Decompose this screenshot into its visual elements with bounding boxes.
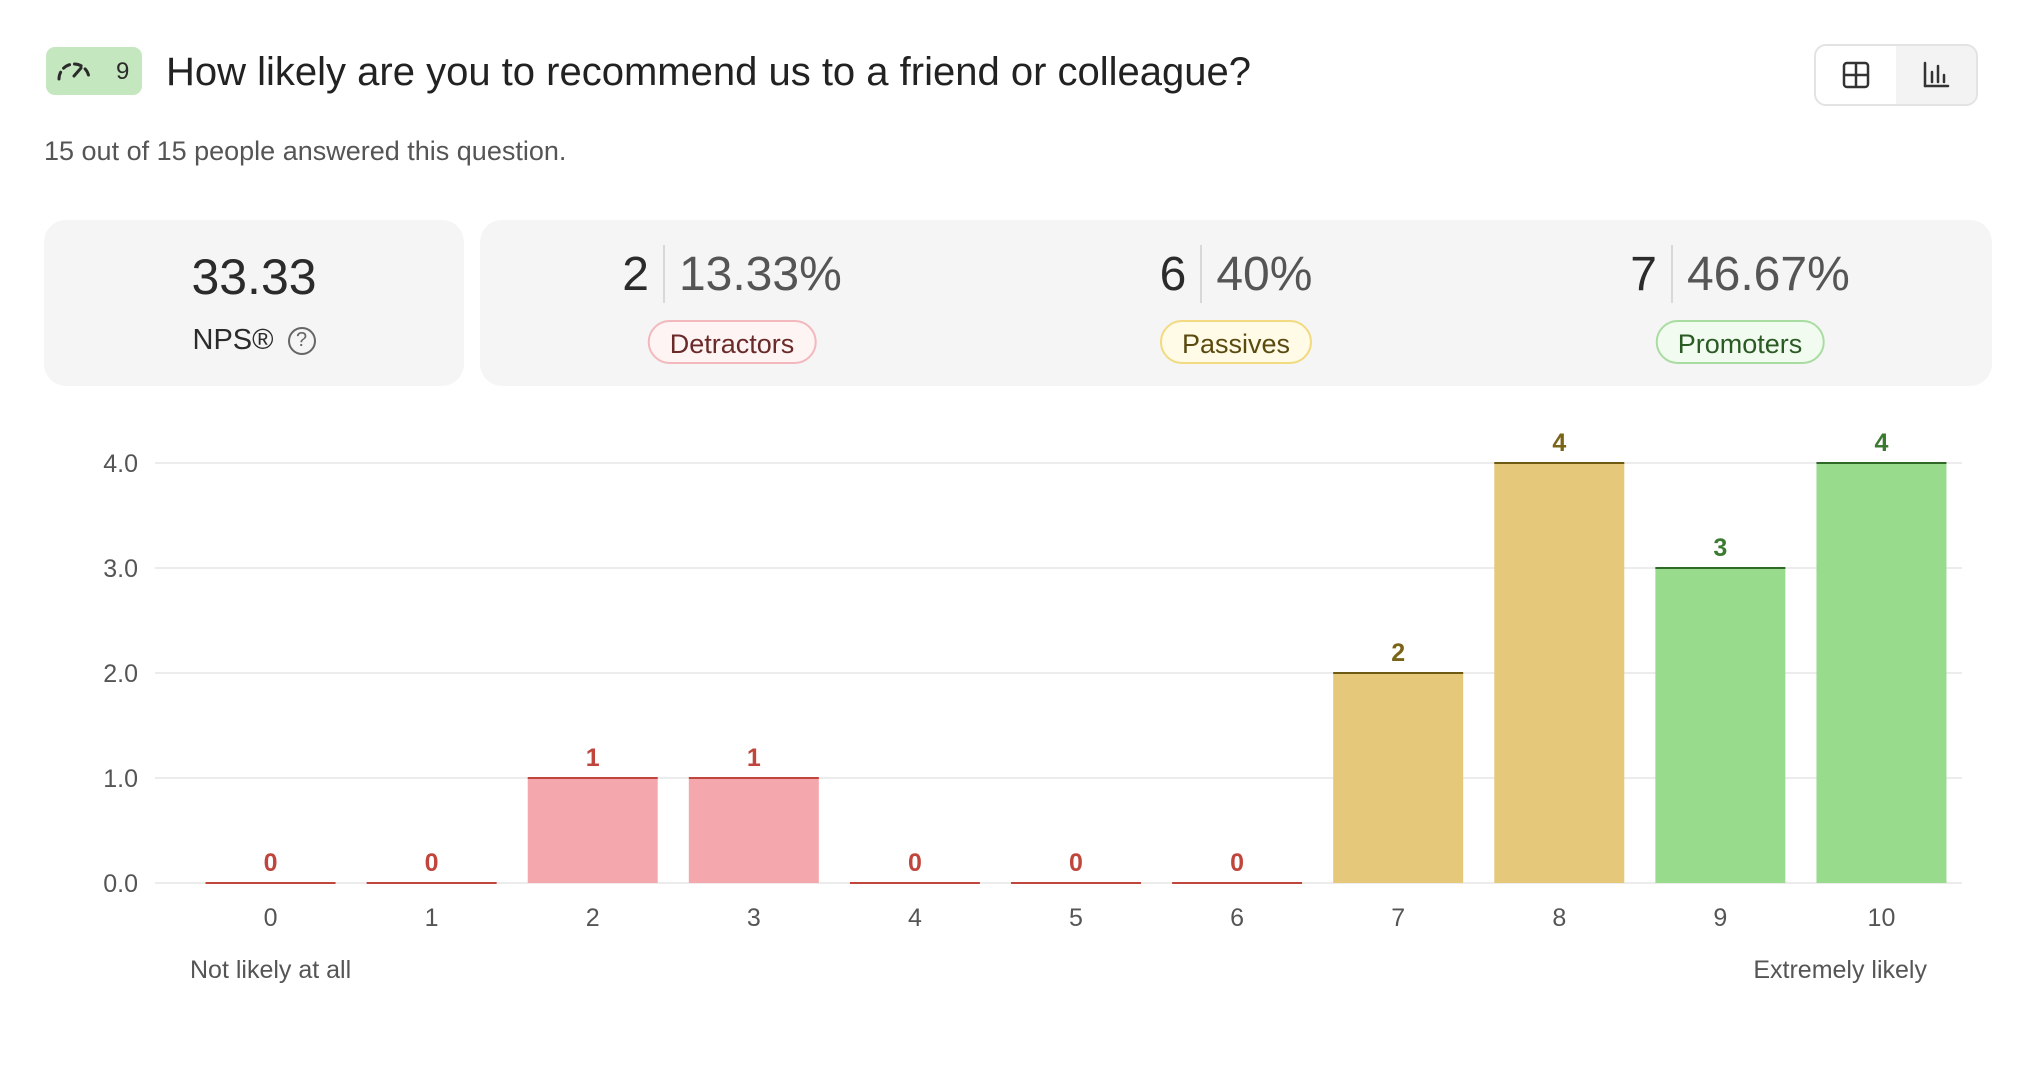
- nps-label: NPS®: [192, 324, 274, 356]
- bar-value-label: 0: [264, 849, 278, 877]
- question-header: 9 How likely are you to recommend us to …: [44, 44, 1978, 124]
- chart-view-icon: [1923, 61, 1950, 88]
- detractors-group: 2 13.33% Detractors: [480, 220, 984, 386]
- bar: [1494, 463, 1625, 883]
- view-toggle: [1814, 44, 1978, 106]
- x-axis-start-label: Not likely at all: [190, 956, 352, 984]
- bar: [1333, 673, 1464, 883]
- bar-value-label: 4: [1875, 429, 1889, 457]
- gauge-icon: [57, 62, 91, 81]
- bar-value-label: 0: [425, 849, 439, 877]
- nps-card: 33.33 NPS® ?: [44, 220, 464, 386]
- passives-group: 6 40% Passives: [984, 220, 1488, 386]
- bar-value-label: 0: [1069, 849, 1083, 877]
- x-tick-label: 5: [1069, 904, 1083, 932]
- bar-value-label: 4: [1552, 429, 1566, 457]
- bar: [527, 778, 658, 883]
- question-type-badge: 9: [46, 47, 142, 95]
- bar: [688, 778, 819, 883]
- bar: [1655, 568, 1786, 883]
- x-tick-label: 2: [586, 904, 600, 932]
- x-tick-label: 6: [1230, 904, 1244, 932]
- y-tick-label: 1.0: [103, 765, 138, 793]
- divider: [1670, 245, 1673, 303]
- x-tick-label: 3: [747, 904, 761, 932]
- help-icon[interactable]: ?: [287, 326, 316, 355]
- divider: [662, 245, 665, 303]
- bar: [1816, 463, 1947, 883]
- promoters-badge: Promoters: [1655, 320, 1825, 364]
- question-title: How likely are you to recommend us to a …: [166, 50, 1251, 94]
- bar-value-label: 1: [586, 744, 600, 772]
- nps-distribution-chart: 0.0 1.0 2.0 3.0 4.0 0 0 0 1 1 2 1 3 0 4 0 5 0 6 2 7 4 8 3 9 4 10: [103, 429, 1962, 932]
- nps-label-row: NPS® ?: [44, 324, 464, 357]
- x-tick-label: 4: [908, 904, 922, 932]
- bar-value-label: 0: [908, 849, 922, 877]
- detractors-badge: Detractors: [647, 320, 817, 364]
- nps-score: 33.33: [191, 249, 317, 305]
- x-tick-label: 10: [1868, 904, 1896, 932]
- x-tick-label: 8: [1552, 904, 1566, 932]
- chart-view-button[interactable]: [1896, 46, 1976, 104]
- x-tick-label: 1: [425, 904, 439, 932]
- bar-value-label: 2: [1391, 639, 1405, 667]
- x-tick-label: 9: [1713, 904, 1727, 932]
- x-axis-end-label: Extremely likely: [1753, 956, 1927, 984]
- x-tick-label: 7: [1391, 904, 1405, 932]
- divider: [1200, 245, 1203, 303]
- promoters-group: 7 46.67% Promoters: [1488, 220, 1992, 386]
- bar-value-label: 0: [1230, 849, 1244, 877]
- passives-badge: Passives: [1159, 320, 1313, 364]
- y-tick-label: 4.0: [103, 450, 138, 478]
- answered-count-text: 15 out of 15 people answered this questi…: [44, 136, 567, 166]
- x-tick-label: 0: [264, 904, 278, 932]
- passives-percent: 40%: [1216, 247, 1313, 301]
- y-tick-label: 0.0: [103, 870, 138, 898]
- detractors-percent: 13.33%: [678, 247, 842, 301]
- y-tick-label: 3.0: [103, 555, 138, 583]
- table-view-button[interactable]: [1816, 46, 1896, 104]
- nps-groups-card: 2 13.33% Detractors 6 40% Passives 7 46.…: [480, 220, 1992, 386]
- question-number: 9: [116, 58, 130, 85]
- promoters-percent: 46.67%: [1686, 247, 1850, 301]
- bar-value-label: 3: [1713, 534, 1727, 562]
- detractors-count: 2: [622, 247, 649, 301]
- promoters-count: 7: [1630, 247, 1657, 301]
- y-tick-label: 2.0: [103, 660, 138, 688]
- table-view-icon: [1842, 61, 1870, 89]
- bar-value-label: 1: [747, 744, 761, 772]
- passives-count: 6: [1159, 247, 1187, 301]
